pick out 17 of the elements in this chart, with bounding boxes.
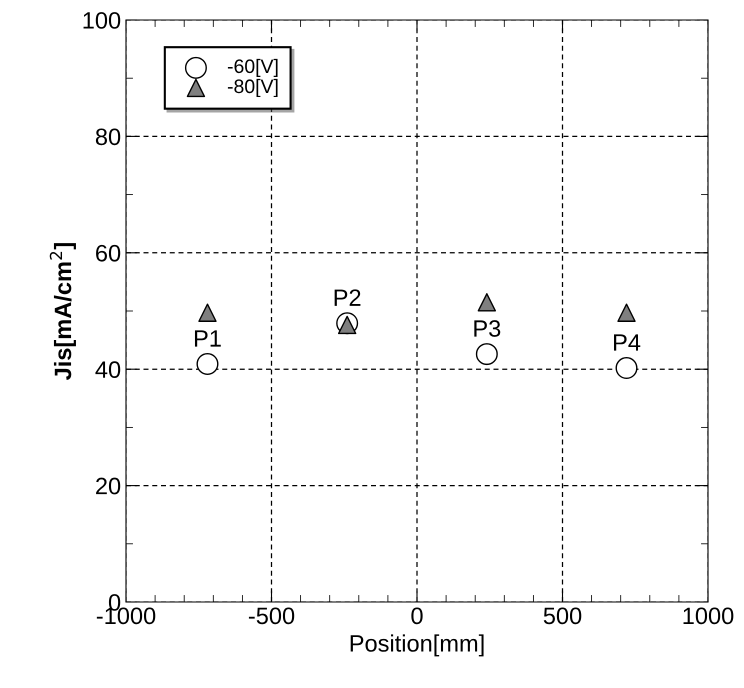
y-tick-label: 80 [96, 128, 120, 146]
y-tick-label: 100 [84, 12, 120, 29]
x-tick-label: 0 [411, 607, 423, 624]
annotation: P2 [334, 289, 360, 306]
x-axis-title: Position[mm] [350, 634, 484, 656]
x-tick-label: 500 [544, 607, 582, 624]
annotation: P3 [474, 320, 500, 337]
annotation: P4 [614, 334, 640, 351]
x-tick-label: -500 [248, 607, 294, 624]
y-tick-label: 20 [96, 478, 120, 494]
legend-label: -80[V] [228, 78, 278, 98]
annotation: P1 [194, 330, 221, 347]
legend-label: -60[V] [228, 58, 278, 77]
x-tick-label: 1000 [684, 607, 734, 624]
y-tick-label: 60 [96, 244, 120, 262]
y-axis-title: Jis[mA/cm$^{2}$] [50, 243, 76, 380]
y-tick-label: 40 [95, 361, 120, 378]
